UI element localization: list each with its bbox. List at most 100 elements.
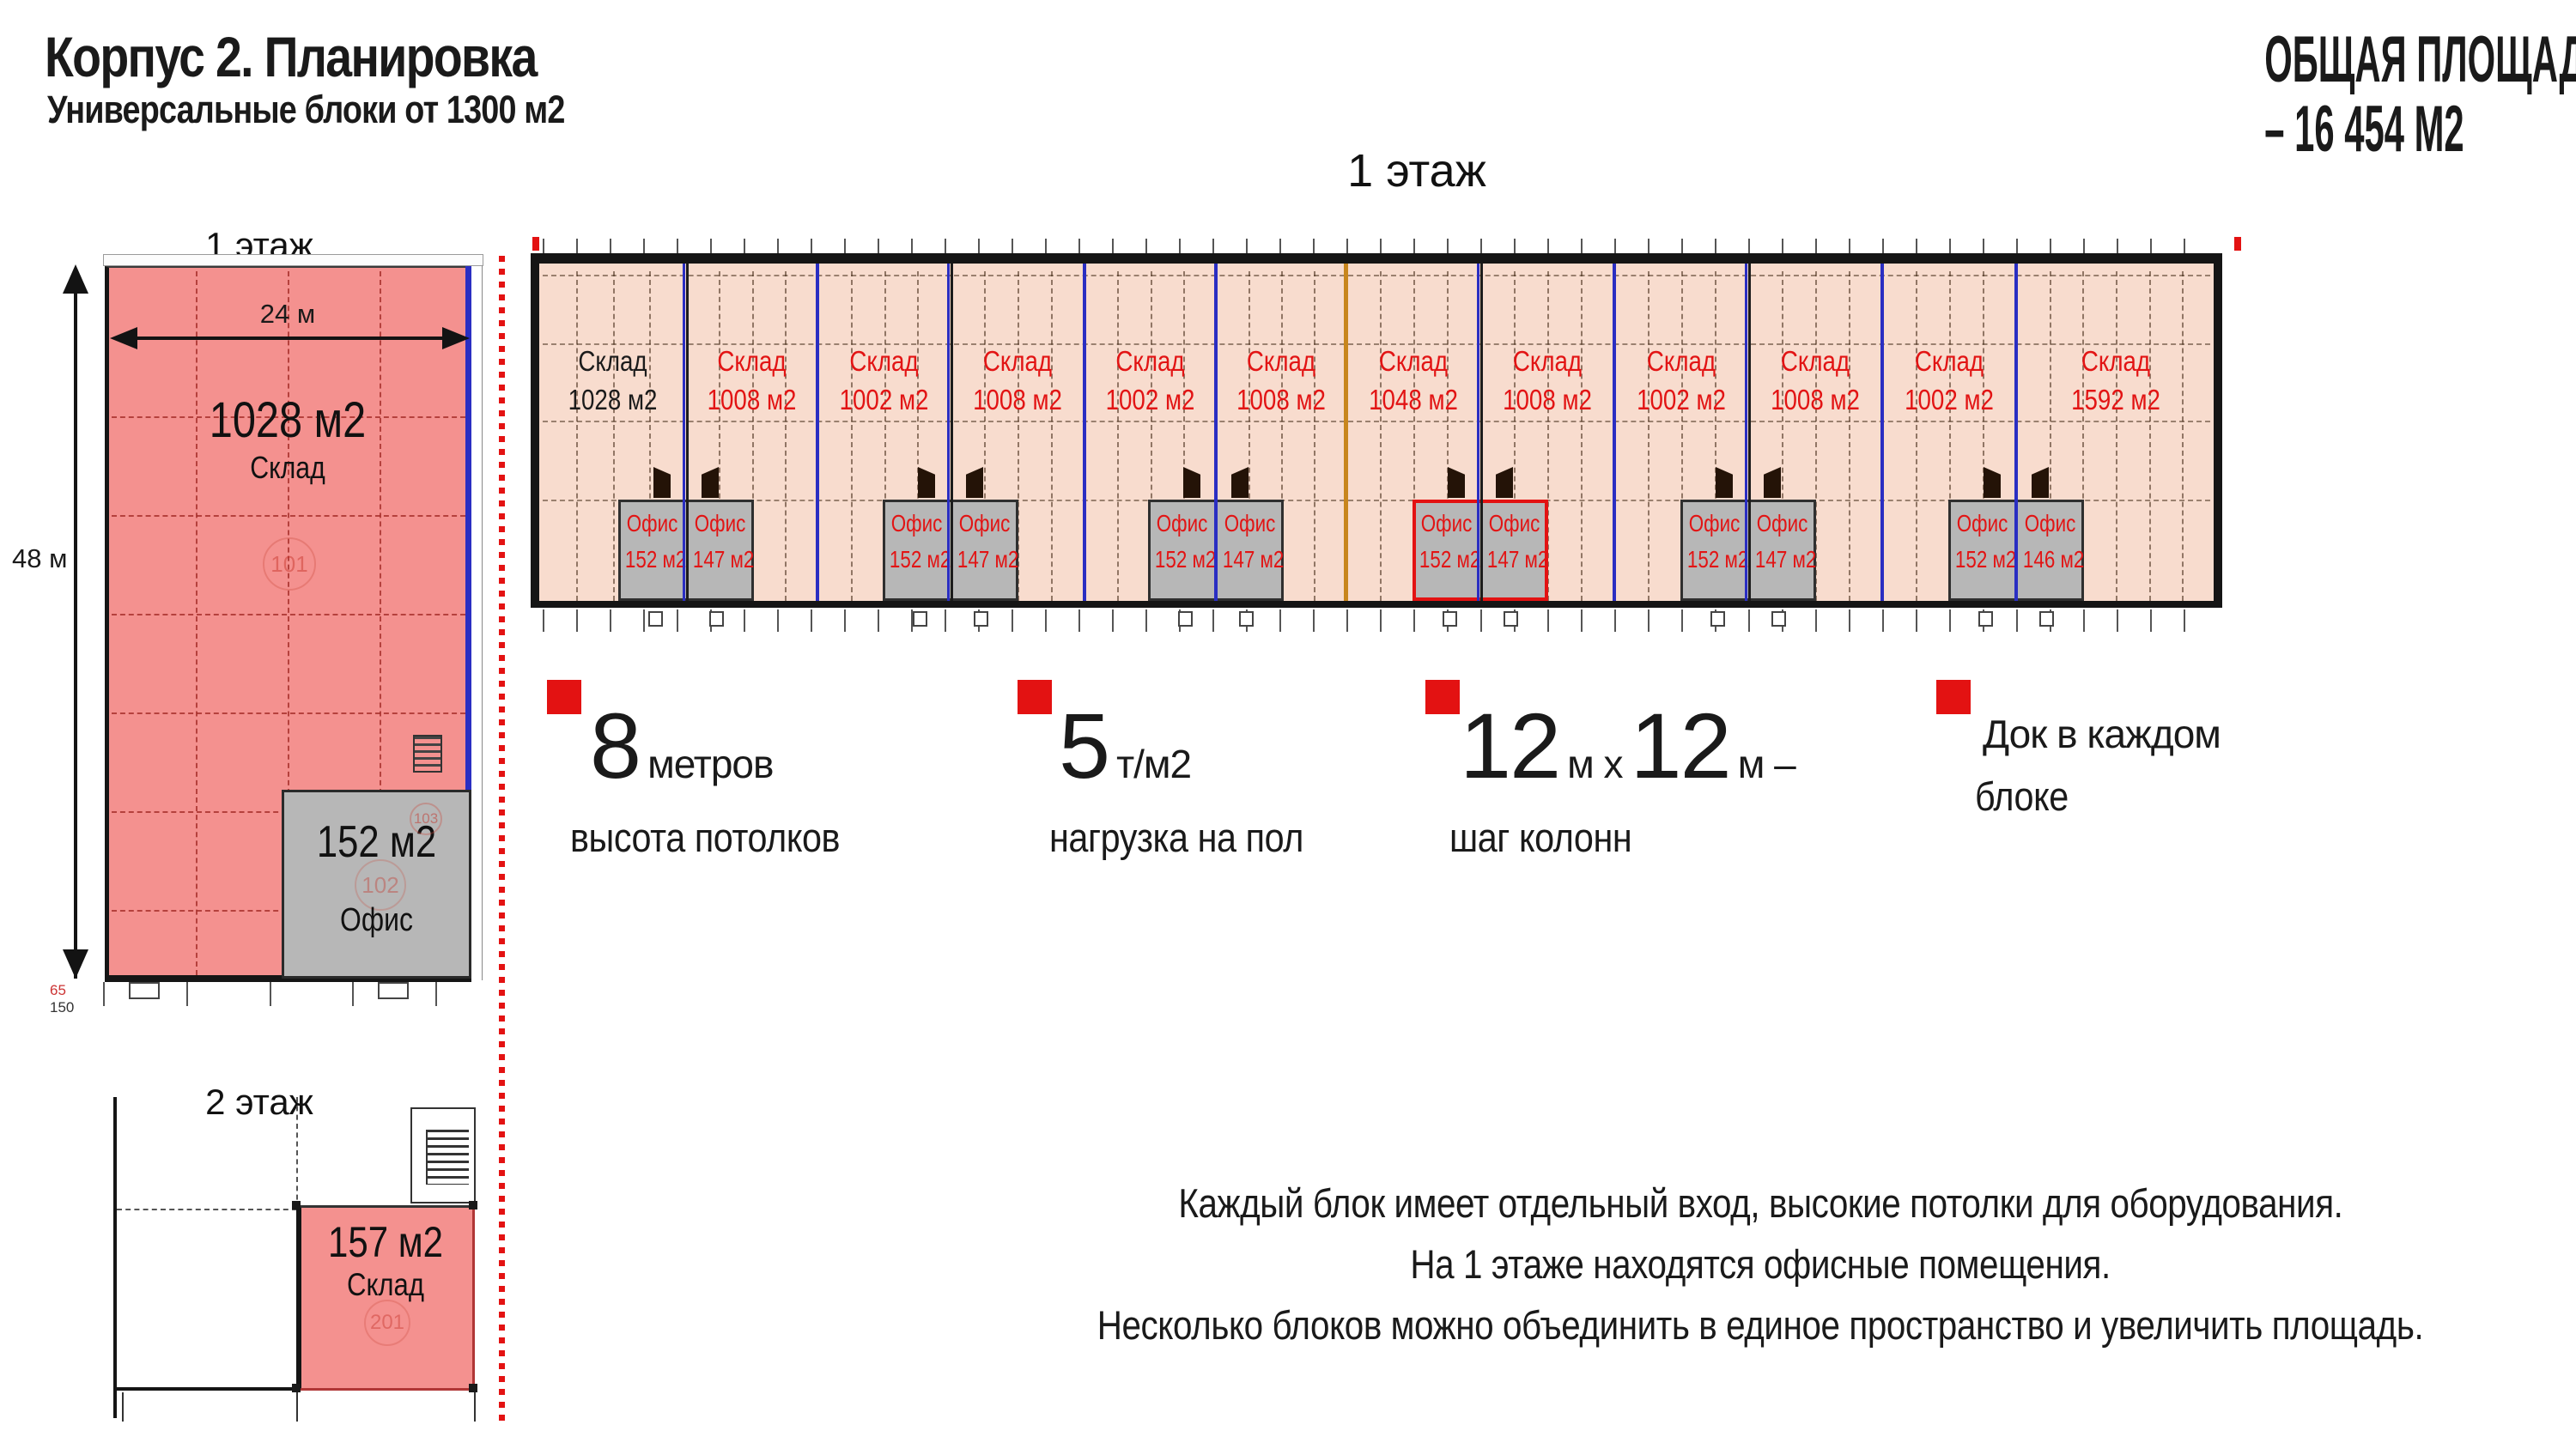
dock-door-icon: [1183, 467, 1200, 498]
office-label: Офис 147 м2: [692, 510, 755, 573]
column-line: [1648, 271, 1649, 601]
column-stub: [945, 609, 946, 632]
column-line: [1782, 271, 1783, 601]
block-label: Склад 1002 м2: [828, 347, 939, 414]
column-tick: [1748, 239, 1750, 253]
grid-stub: [103, 982, 105, 1006]
office-area: 146 м2: [2022, 546, 2085, 573]
column-line: [1150, 271, 1152, 601]
column-tick: [1045, 239, 1047, 253]
bottom-wall: [531, 601, 2222, 608]
column-tick: [610, 239, 611, 253]
office-area: 152 м2: [624, 546, 687, 573]
office-area: 147 м2: [1486, 546, 1549, 573]
block-area: 1008 м2: [973, 384, 1062, 415]
total-area-value: – 16 454 М2: [2264, 92, 2464, 166]
corner-dot: [469, 1201, 477, 1210]
room-number-103: 103: [410, 803, 442, 835]
office-label: Офис 146 м2: [2022, 512, 2085, 573]
column-tick: [1012, 239, 1013, 253]
block-divider-blue: [1880, 264, 1884, 601]
column-tick: [844, 239, 846, 253]
block-divider-blue: [1214, 264, 1218, 601]
column-stub: [610, 609, 611, 632]
column-tick: [945, 239, 946, 253]
grid-stub: [122, 1392, 124, 1422]
right-wall-blue-line: [465, 266, 471, 980]
office-area: 152 м2: [1686, 546, 1749, 573]
column-line: [2049, 271, 2051, 601]
column-tick: [1849, 239, 1850, 253]
feature-unit: Док в каждом: [1983, 712, 2221, 756]
feature-caption: блоке: [1975, 773, 2069, 819]
floor2-plan: 157 м2 Склад 201: [110, 1090, 498, 1429]
top-wall: [531, 253, 2222, 264]
dock-door-icon: [1716, 467, 1733, 498]
feature-number: 5: [1059, 694, 1110, 797]
column-stub: [1849, 609, 1850, 632]
office-box: 152 м2 102 Офис 103: [282, 790, 471, 979]
column-tick: [1547, 239, 1549, 253]
entrance-mark: [1443, 611, 1457, 627]
office-area: 147 м2: [957, 546, 1019, 573]
column-tick: [1179, 239, 1181, 253]
grid-hline: [543, 500, 2210, 501]
feature-caption: шаг колонн: [1449, 815, 1632, 860]
block-name: Склад: [578, 345, 647, 377]
block-label: Склад 1008 м2: [696, 347, 807, 414]
width-dimension-line: [118, 336, 460, 340]
dock-door-icon: [1764, 467, 1781, 498]
entrance-mark: [913, 611, 927, 627]
office-name: Офис: [694, 510, 746, 537]
column-stub: [1882, 609, 1884, 632]
grid-hline: [543, 343, 2210, 345]
column-tick: [1078, 239, 1080, 253]
column-tick: [911, 239, 913, 253]
block-name: Склад: [982, 345, 1053, 377]
column-tick: [2150, 239, 2152, 253]
column-stub: [1949, 609, 1951, 632]
office-name: Офис: [1156, 510, 1208, 537]
column-tick: [1983, 239, 1984, 253]
grid-stub: [296, 1392, 298, 1422]
staircase-icon: [426, 1130, 469, 1185]
note-2: На 1 этаже находятся офисные помещения.: [1410, 1241, 2111, 1287]
column-tick: [576, 239, 578, 253]
block-name: Склад: [1246, 345, 1316, 377]
column-tick: [1715, 239, 1716, 253]
office-name-label: Офис: [340, 902, 413, 938]
column-line: [1018, 271, 1019, 601]
column-stub: [2016, 609, 2018, 632]
column-stub: [1547, 609, 1549, 632]
grid-hline: [112, 614, 465, 615]
office-area: 147 м2: [692, 546, 755, 573]
entrance-mark: [1178, 611, 1193, 627]
dock-door-icon: [1231, 467, 1249, 498]
block-name: Склад: [1512, 345, 1583, 377]
dock-door-icon: [2032, 467, 2049, 498]
feature-caption: нагрузка на пол: [1049, 815, 1303, 860]
office-area: 152 м2: [1154, 546, 1217, 573]
dash-dot-line: [117, 1209, 297, 1210]
dock-door-icon: [1496, 467, 1513, 498]
column-stub: [1681, 609, 1683, 632]
left-wall: [113, 1097, 117, 1418]
column-tick: [1112, 239, 1114, 253]
office-name: Офис: [1688, 510, 1741, 537]
column-line: [1281, 271, 1283, 601]
office-label: Офис 152 м2: [1154, 510, 1217, 573]
column-tick: [1413, 239, 1415, 253]
entrance-mark: [709, 611, 724, 627]
block-divider-blue: [816, 264, 819, 601]
block-divider-blue: [683, 264, 685, 601]
column-tick: [2083, 239, 2085, 253]
block-area: 1008 м2: [1771, 384, 1860, 415]
block-area: 1002 м2: [1105, 384, 1195, 415]
grid-hline: [112, 712, 465, 714]
block-area: 1002 м2: [839, 384, 929, 415]
warehouse-name-label: Склад: [250, 450, 325, 485]
block-name: Склад: [717, 345, 787, 377]
corner-dim-red: 65: [50, 982, 66, 998]
column-tick: [878, 239, 879, 253]
